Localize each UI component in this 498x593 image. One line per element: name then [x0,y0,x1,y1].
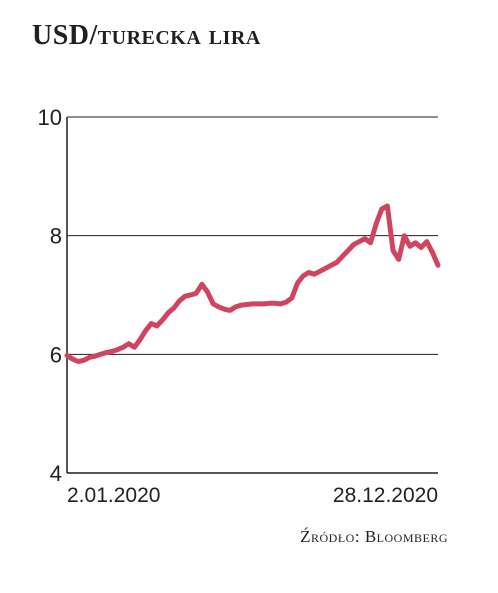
title-rest: turecka lira [97,20,261,51]
source-note: Źródło: Bloomberg [300,527,448,546]
x-tick-labels: 2.01.2020 28.12.2020 [67,484,438,507]
x-tick-label: 28.12.2020 [333,484,438,507]
y-tick-label: 8 [50,224,62,249]
title-main: USD/ [32,20,98,51]
chart-title: USD/turecka lira [32,20,261,52]
y-tick-label: 4 [50,461,62,486]
y-tick-label: 6 [50,342,62,367]
series-line [64,203,441,364]
x-tick-label: 2.01.2020 [67,484,160,507]
y-tick-label: 10 [38,105,62,130]
grid-lines [67,116,438,355]
y-tick-labels: 10 8 6 4 [38,105,62,486]
